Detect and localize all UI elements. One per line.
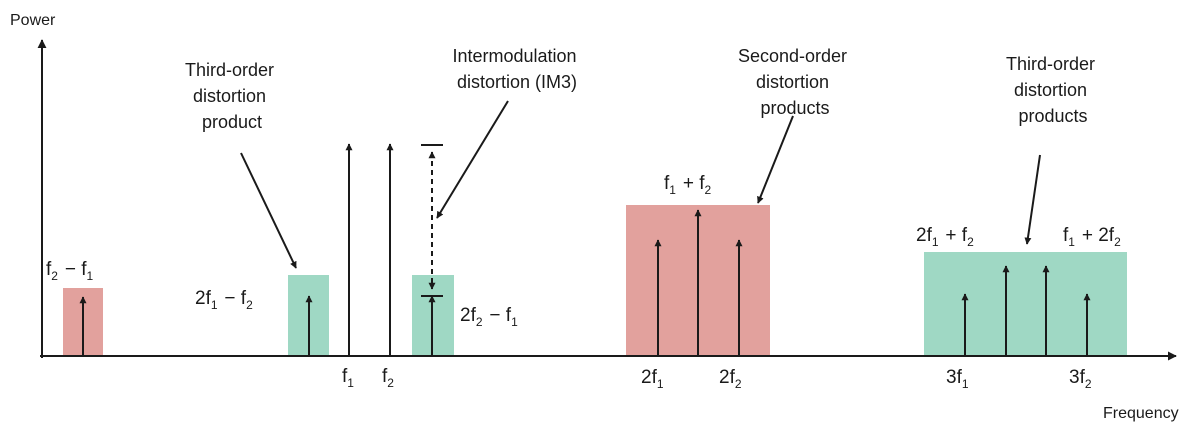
label-f2-minus-f1: f2 − f1 [46,259,95,283]
pointer-im3 [436,100,509,219]
label-3f2: 3f2 [1069,367,1093,391]
label-2f1-plus-f2: 2f1 + f2 [916,225,975,249]
x-axis-label: Frequency [1103,405,1179,422]
label-f1-plus-f2: f1 + f2 [664,173,713,197]
pointer-second-order-products [757,115,794,204]
callout-third-order-products: Third-order distortion products [1006,54,1100,126]
im3-dimension-indicator [421,144,443,297]
y-axis-label: Power [10,12,56,29]
callout-im3: Intermodulation distortion (IM3) [452,46,581,92]
label-f2: f2 [382,366,396,390]
label-2f1: 2f1 [641,367,665,391]
region-third-order-products [924,252,1127,356]
label-2f1-minus-f2: 2f1 − f2 [195,288,254,312]
pointer-third-order-product [240,152,297,269]
label-f1: f1 [342,366,356,390]
label-3f1: 3f1 [946,367,970,391]
label-f1-plus-2f2: f1 + 2f2 [1063,225,1122,249]
pointer-third-order-products [1024,154,1041,245]
label-2f2-minus-f1: 2f2 − f1 [460,305,519,329]
callout-second-order-products: Second-order distortion products [738,46,852,118]
callout-third-order-product: Third-order distortion product [185,60,279,132]
label-2f2: 2f2 [719,367,743,391]
